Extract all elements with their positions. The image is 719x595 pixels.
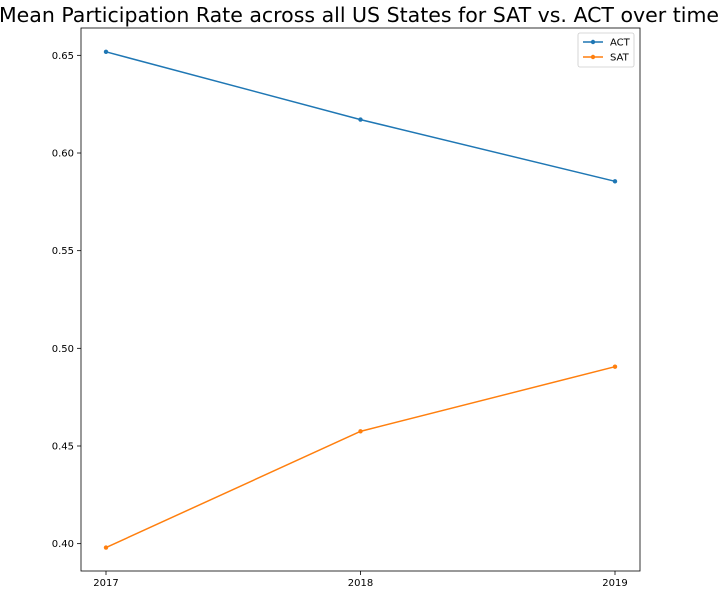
series-line-sat (105, 365, 616, 549)
y-tick-label: 0.55 (52, 246, 74, 257)
x-tick-label: 2019 (602, 578, 627, 589)
y-tick-label: 0.40 (52, 539, 74, 550)
data-point-act (612, 179, 618, 184)
x-axis: 2017 2018 2019 (93, 571, 628, 589)
legend-label: SAT (610, 53, 630, 64)
y-axis: 0.40 0.45 0.50 0.55 0.60 0.65 (52, 51, 81, 550)
series-act (103, 49, 618, 184)
legend-marker (590, 39, 596, 45)
data-point-sat (103, 545, 109, 550)
data-point-act (358, 117, 363, 122)
x-tick-label: 2018 (348, 578, 373, 589)
y-tick-label: 0.65 (52, 51, 74, 62)
chart-title: Mean Participation Rate across all US St… (0, 3, 719, 27)
y-tick-label: 0.45 (52, 441, 74, 452)
data-point-sat (612, 364, 618, 369)
series-line-act (105, 51, 616, 183)
data-point-sat (358, 429, 363, 434)
series-sat (103, 364, 618, 550)
legend-item-sat: SAT (583, 53, 630, 64)
legend: ACT SAT (577, 32, 635, 68)
series-layer (103, 49, 618, 550)
y-tick-label: 0.60 (52, 149, 74, 160)
legend-marker (590, 54, 596, 60)
legend-item-act: ACT (583, 38, 631, 49)
plot-area-frame (80, 27, 641, 572)
y-tick-label: 0.50 (52, 344, 74, 355)
data-point-act (103, 49, 109, 55)
x-tick-label: 2017 (93, 578, 118, 589)
legend-label: ACT (610, 38, 631, 49)
